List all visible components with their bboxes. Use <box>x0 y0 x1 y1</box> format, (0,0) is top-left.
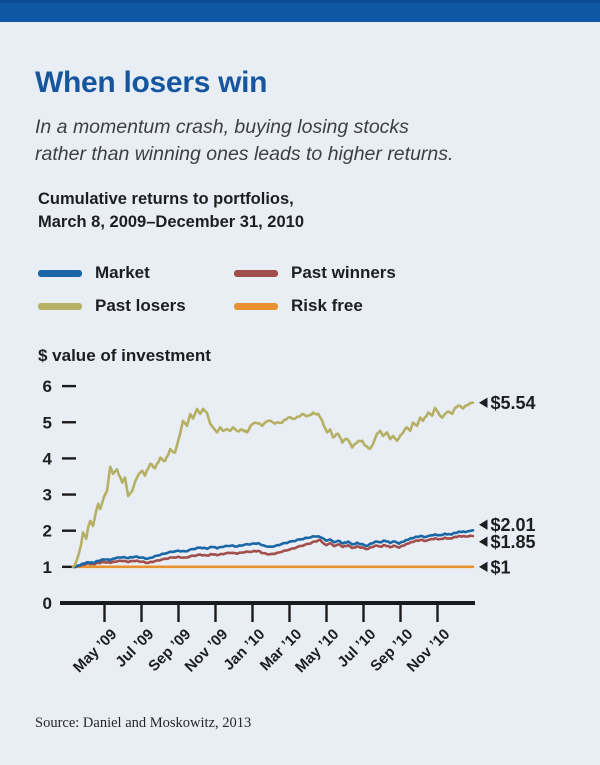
legend-label-risk-free: Risk free <box>291 296 363 315</box>
x-axis-label: May ’09 <box>70 626 120 676</box>
y-axis-label: 0 <box>43 594 52 613</box>
legend-item-past-losers: Past losers <box>38 295 234 317</box>
legend-swatch-past-winners <box>234 269 278 277</box>
end-label-market: $2.01 <box>491 515 536 535</box>
legend-label-past-winners: Past winners <box>291 263 396 282</box>
series-line-past_winners <box>71 534 475 569</box>
y-axis-label: 1 <box>43 558 52 577</box>
chart-heading-line-1: Cumulative returns to portfolios, <box>38 190 294 208</box>
subtitle-line-2: rather than winning ones leads to higher… <box>35 142 454 165</box>
legend-item-market: Market <box>38 262 234 284</box>
series-line-market <box>71 529 475 569</box>
page-content: When losers win In a momentum crash, buy… <box>0 66 600 366</box>
legend-item-risk-free: Risk free <box>234 295 572 317</box>
end-label-arrow-past_winners <box>479 536 488 547</box>
legend-swatch-past-losers <box>38 302 82 310</box>
y-axis-label: 3 <box>43 486 52 505</box>
legend-swatch-market <box>38 269 82 277</box>
series-line-past_losers <box>71 401 475 569</box>
subtitle-line-1: In a momentum crash, buying losing stock… <box>35 116 409 138</box>
y-axis-label: 2 <box>43 522 52 541</box>
end-label-arrow-risk_free <box>479 561 488 573</box>
chart-heading-line-2: March 8, 2009–December 31, 2010 <box>38 213 305 231</box>
end-label-risk_free: $1 <box>491 557 511 577</box>
y-axis-label: 6 <box>43 377 52 396</box>
y-axis-title: $ value of investment <box>38 346 211 365</box>
page-title: When losers win <box>35 66 268 99</box>
chart-legend: Market Past winners Past losers Risk fre… <box>38 262 572 317</box>
end-label-past_winners: $1.85 <box>491 532 536 552</box>
legend-label-past-losers: Past losers <box>95 296 186 315</box>
legend-label-market: Market <box>95 263 150 282</box>
legend-item-past-winners: Past winners <box>234 262 572 284</box>
y-axis-label: 5 <box>43 413 52 432</box>
legend-swatch-risk-free <box>234 302 278 310</box>
end-label-arrow-market <box>479 519 488 530</box>
end-label-arrow-past_losers <box>479 397 488 408</box>
y-axis-label: 4 <box>43 449 53 468</box>
chart-heading: Cumulative returns to portfolios, March … <box>38 188 572 234</box>
top-accent-bar <box>0 0 600 22</box>
end-label-past_losers: $5.54 <box>491 393 536 413</box>
subtitle: In a momentum crash, buying losing stock… <box>35 114 572 167</box>
source-note: Source: Daniel and Moskowitz, 2013 <box>35 715 252 731</box>
